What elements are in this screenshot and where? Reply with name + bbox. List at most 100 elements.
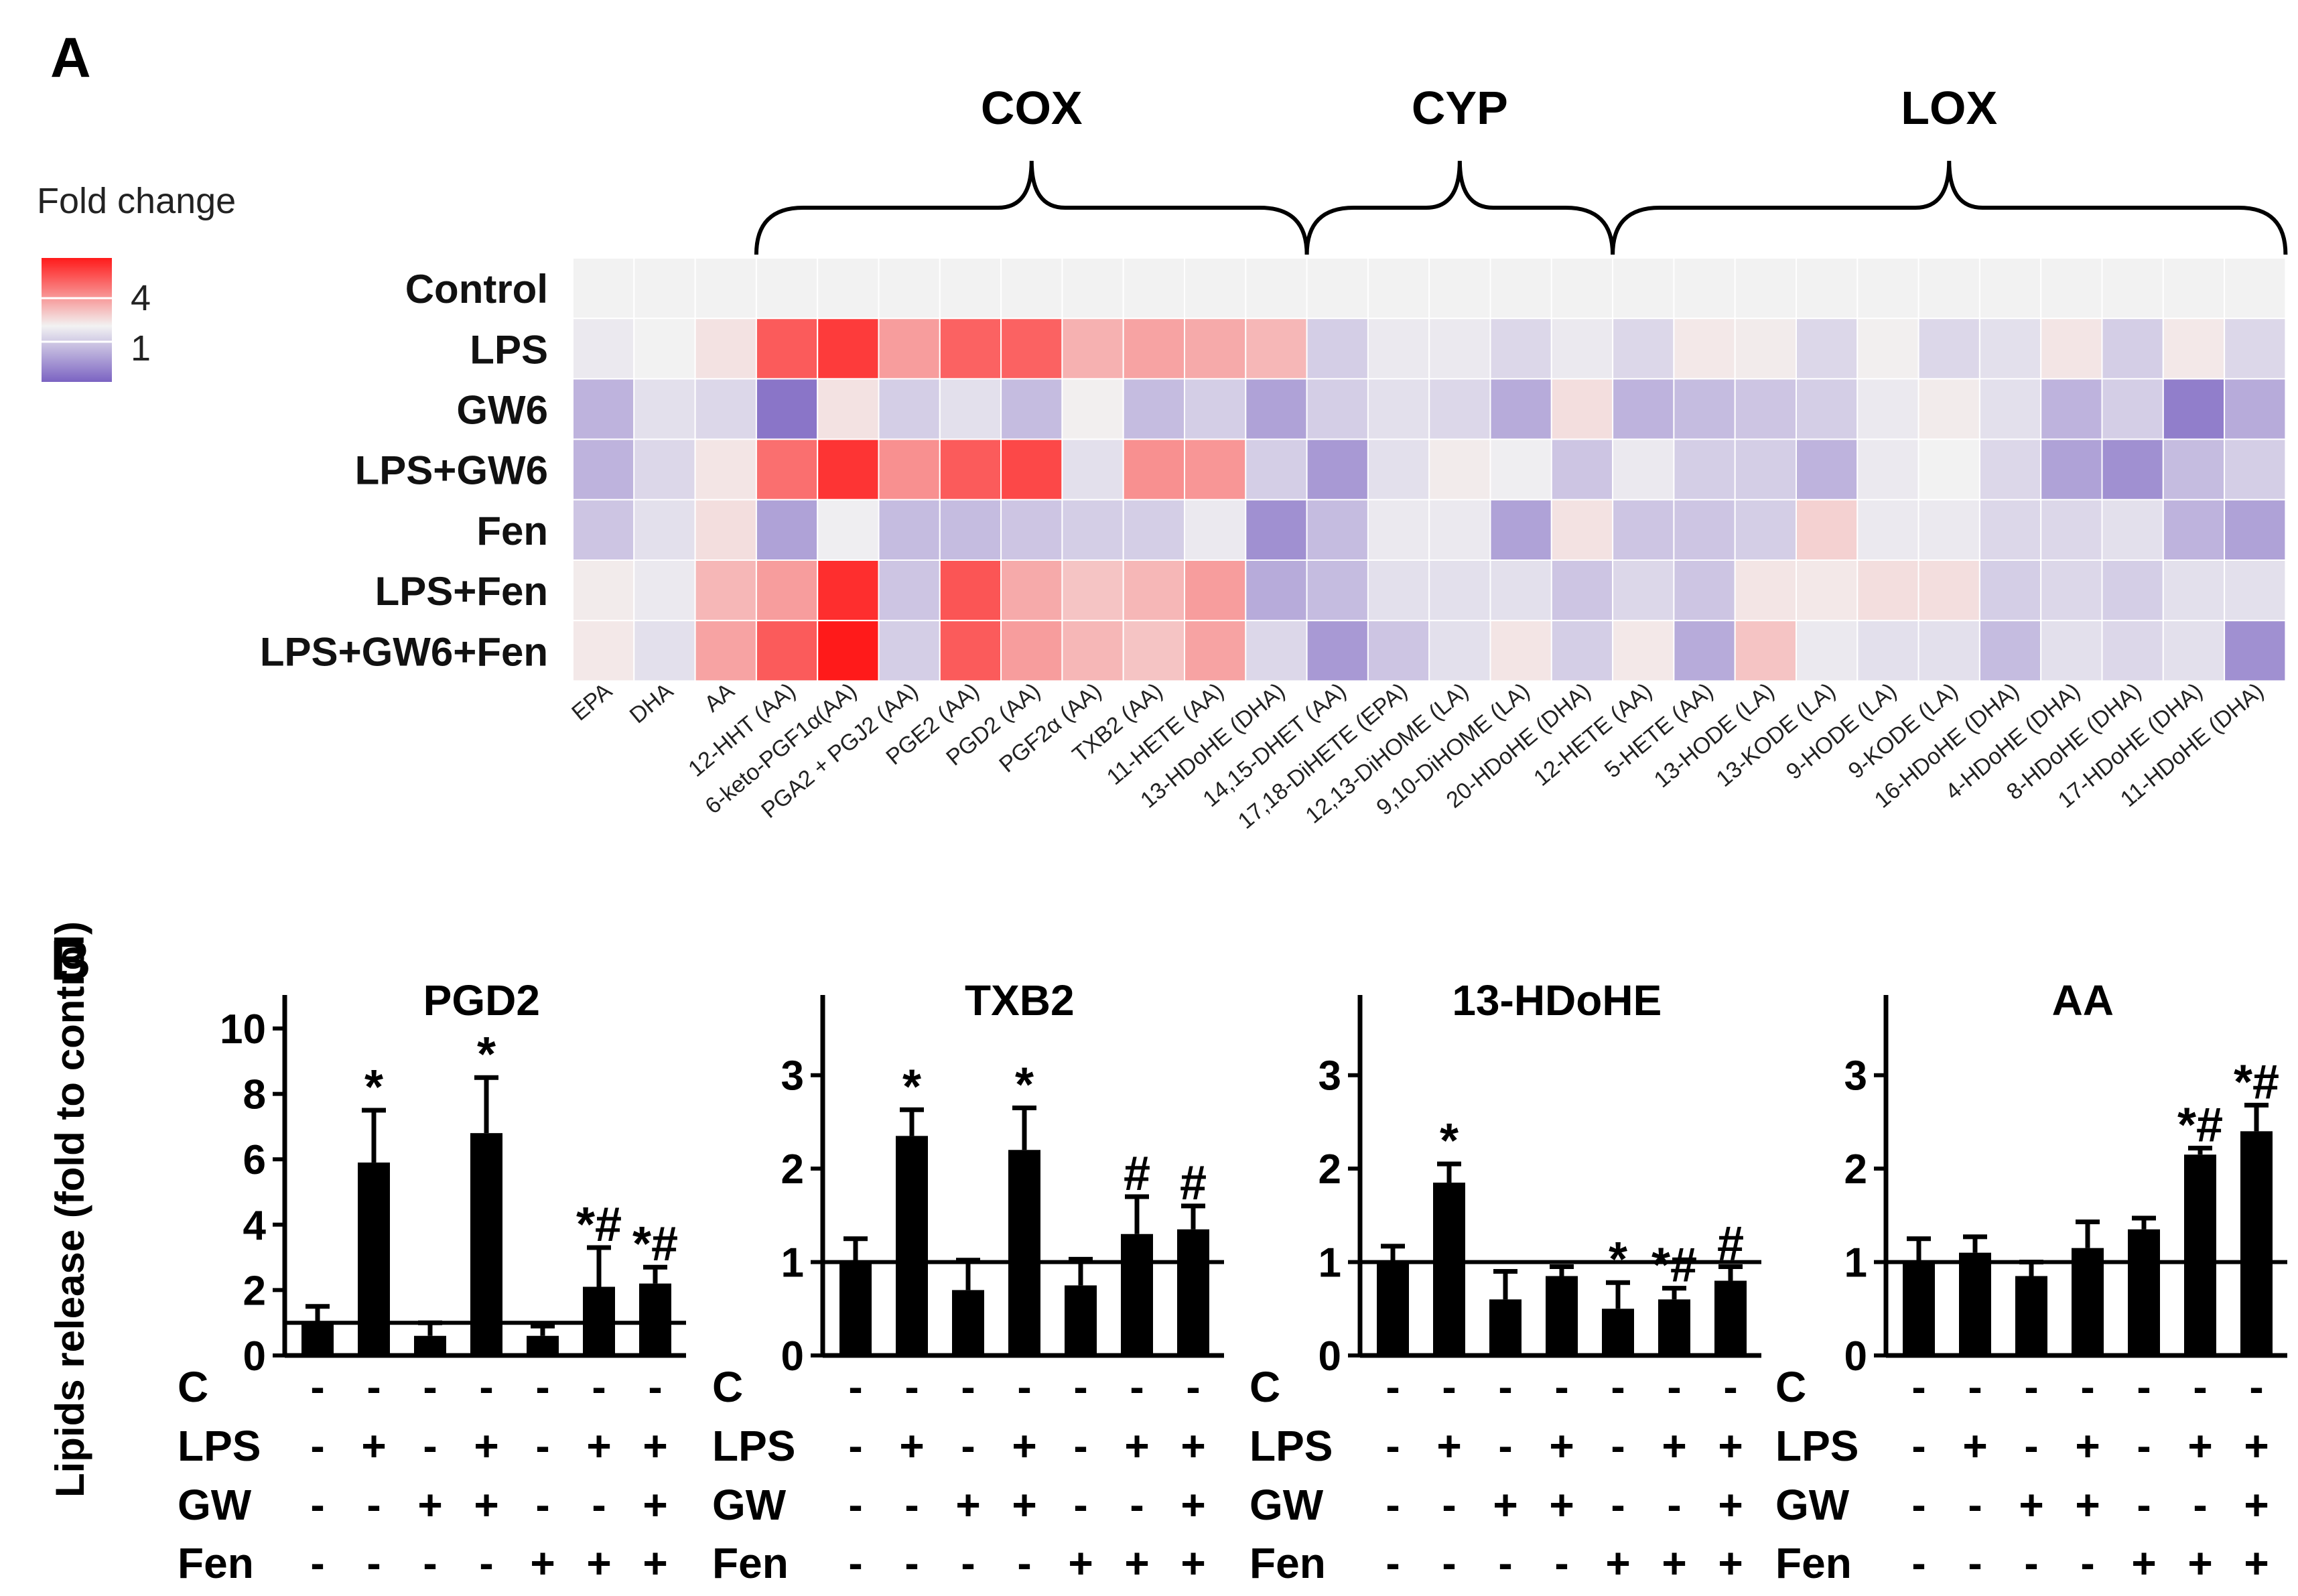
heatmap-cell xyxy=(1306,438,1369,501)
y-tick-label: 4 xyxy=(243,1203,267,1249)
heatmap-cell xyxy=(1306,318,1369,380)
significance-mark: # xyxy=(1124,1147,1150,1201)
heatmap-cell xyxy=(2101,438,2164,501)
condition-label: LPS xyxy=(1775,1422,1858,1470)
heatmap-cell xyxy=(817,257,880,320)
heatmap-cell xyxy=(755,498,819,561)
condition-sign: - xyxy=(1130,1363,1144,1411)
heatmap-cell xyxy=(2040,498,2103,561)
heatmap-cell xyxy=(1000,559,1063,622)
heatmap-cell xyxy=(817,559,880,622)
heatmap-cell xyxy=(1245,378,1308,440)
y-tick-label: 1 xyxy=(1844,1240,1867,1286)
heatmap-cell xyxy=(2040,257,2103,320)
heatmap-cell xyxy=(878,378,941,440)
condition-sign: + xyxy=(530,1539,555,1587)
condition-sign: + xyxy=(1549,1481,1574,1529)
heatmap-cell xyxy=(1428,498,1491,561)
condition-sign: + xyxy=(2244,1539,2269,1587)
condition-sign: + xyxy=(1180,1422,1205,1470)
bar xyxy=(1433,1183,1465,1355)
heatmap-cell xyxy=(694,620,757,682)
condition-sign: - xyxy=(2080,1539,2094,1587)
heatmap-cell xyxy=(1122,257,1185,320)
heatmap-cell xyxy=(1550,620,1614,682)
bar xyxy=(639,1283,671,1355)
condition-label: Fen xyxy=(1249,1539,1326,1587)
bar xyxy=(470,1133,502,1355)
heatmap-row-label: LPS+Fen xyxy=(375,569,548,614)
condition-label: GW xyxy=(178,1481,252,1529)
condition-sign: + xyxy=(1068,1539,1093,1587)
condition-sign: - xyxy=(423,1539,437,1587)
condition-sign: - xyxy=(310,1363,324,1411)
heatmap-cell xyxy=(1184,620,1247,682)
bar xyxy=(1658,1299,1690,1355)
bar xyxy=(1903,1262,1935,1355)
heatmap-cell xyxy=(633,559,696,622)
heatmap-cell xyxy=(1917,257,1980,320)
condition-sign: - xyxy=(366,1481,381,1529)
heatmap-cell xyxy=(2040,318,2103,380)
condition-sign: + xyxy=(2244,1481,2269,1529)
condition-sign: - xyxy=(848,1539,862,1587)
group-label: CYP xyxy=(1412,82,1508,134)
y-tick-label: 3 xyxy=(1319,1053,1341,1100)
heatmap-panel: A Fold change 4 1 Control LPS GW6 LPS+GW6 Fe… xyxy=(37,26,2288,834)
heatmap-cell xyxy=(572,318,635,380)
heatmap-cell xyxy=(1856,498,1919,561)
significance-mark: * xyxy=(1015,1059,1034,1112)
bar xyxy=(2015,1276,2047,1355)
heatmap-cell xyxy=(1917,318,1980,380)
heatmap-cell xyxy=(2224,318,2287,380)
y-tick-label: 1 xyxy=(781,1240,804,1286)
heatmap-cell xyxy=(1061,257,1124,320)
condition-sign: - xyxy=(1554,1363,1568,1411)
condition-sign: - xyxy=(1911,1422,1925,1470)
heatmap-cell xyxy=(1734,257,1797,320)
heatmap-cell xyxy=(1428,438,1491,501)
condition-sign: - xyxy=(1498,1422,1512,1470)
condition-sign: - xyxy=(2193,1363,2207,1411)
condition-label: GW xyxy=(1249,1481,1324,1529)
condition-sign: + xyxy=(2187,1422,2212,1470)
y-axis-label: Lipids release (fold to control) xyxy=(48,921,92,1498)
condition-sign: - xyxy=(1611,1422,1625,1470)
panel-label-b: B xyxy=(50,929,91,992)
condition-sign: - xyxy=(1073,1481,1087,1529)
heatmap-cell xyxy=(1000,620,1063,682)
heatmap-cell xyxy=(2040,378,2103,440)
heatmap-cell xyxy=(694,559,757,622)
heatmap-cell xyxy=(2224,620,2287,682)
legend-title: Fold change xyxy=(37,181,236,221)
y-tick-label: 2 xyxy=(1844,1146,1867,1193)
heatmap-cell xyxy=(2101,318,2164,380)
heatmap-cell xyxy=(2224,378,2287,440)
significance-mark: * xyxy=(1609,1233,1627,1286)
heatmap-cell xyxy=(817,438,880,501)
heatmap-cell xyxy=(939,257,1002,320)
condition-sign: + xyxy=(1962,1422,1987,1470)
condition-sign: - xyxy=(2137,1422,2151,1470)
heatmap-cell xyxy=(572,559,635,622)
heatmap-cell xyxy=(1367,318,1430,380)
condition-sign: - xyxy=(479,1363,493,1411)
condition-sign: - xyxy=(1554,1539,1568,1587)
significance-mark: *# xyxy=(2177,1098,2223,1152)
condition-sign: - xyxy=(535,1422,549,1470)
heatmap-cell xyxy=(2162,318,2226,380)
heatmap-cell xyxy=(1550,559,1614,622)
heatmap-cell xyxy=(1245,438,1308,501)
heatmap-cell xyxy=(1184,318,1247,380)
condition-sign: + xyxy=(1124,1539,1149,1587)
condition-sign: - xyxy=(1442,1363,1456,1411)
heatmap-cell xyxy=(1367,498,1430,561)
heatmap-cell xyxy=(572,438,635,501)
significance-mark: * xyxy=(477,1028,496,1081)
heatmap-cell xyxy=(939,438,1002,501)
heatmap-cell xyxy=(2224,559,2287,622)
condition-sign: - xyxy=(1911,1481,1925,1529)
heatmap-cell xyxy=(1184,559,1247,622)
